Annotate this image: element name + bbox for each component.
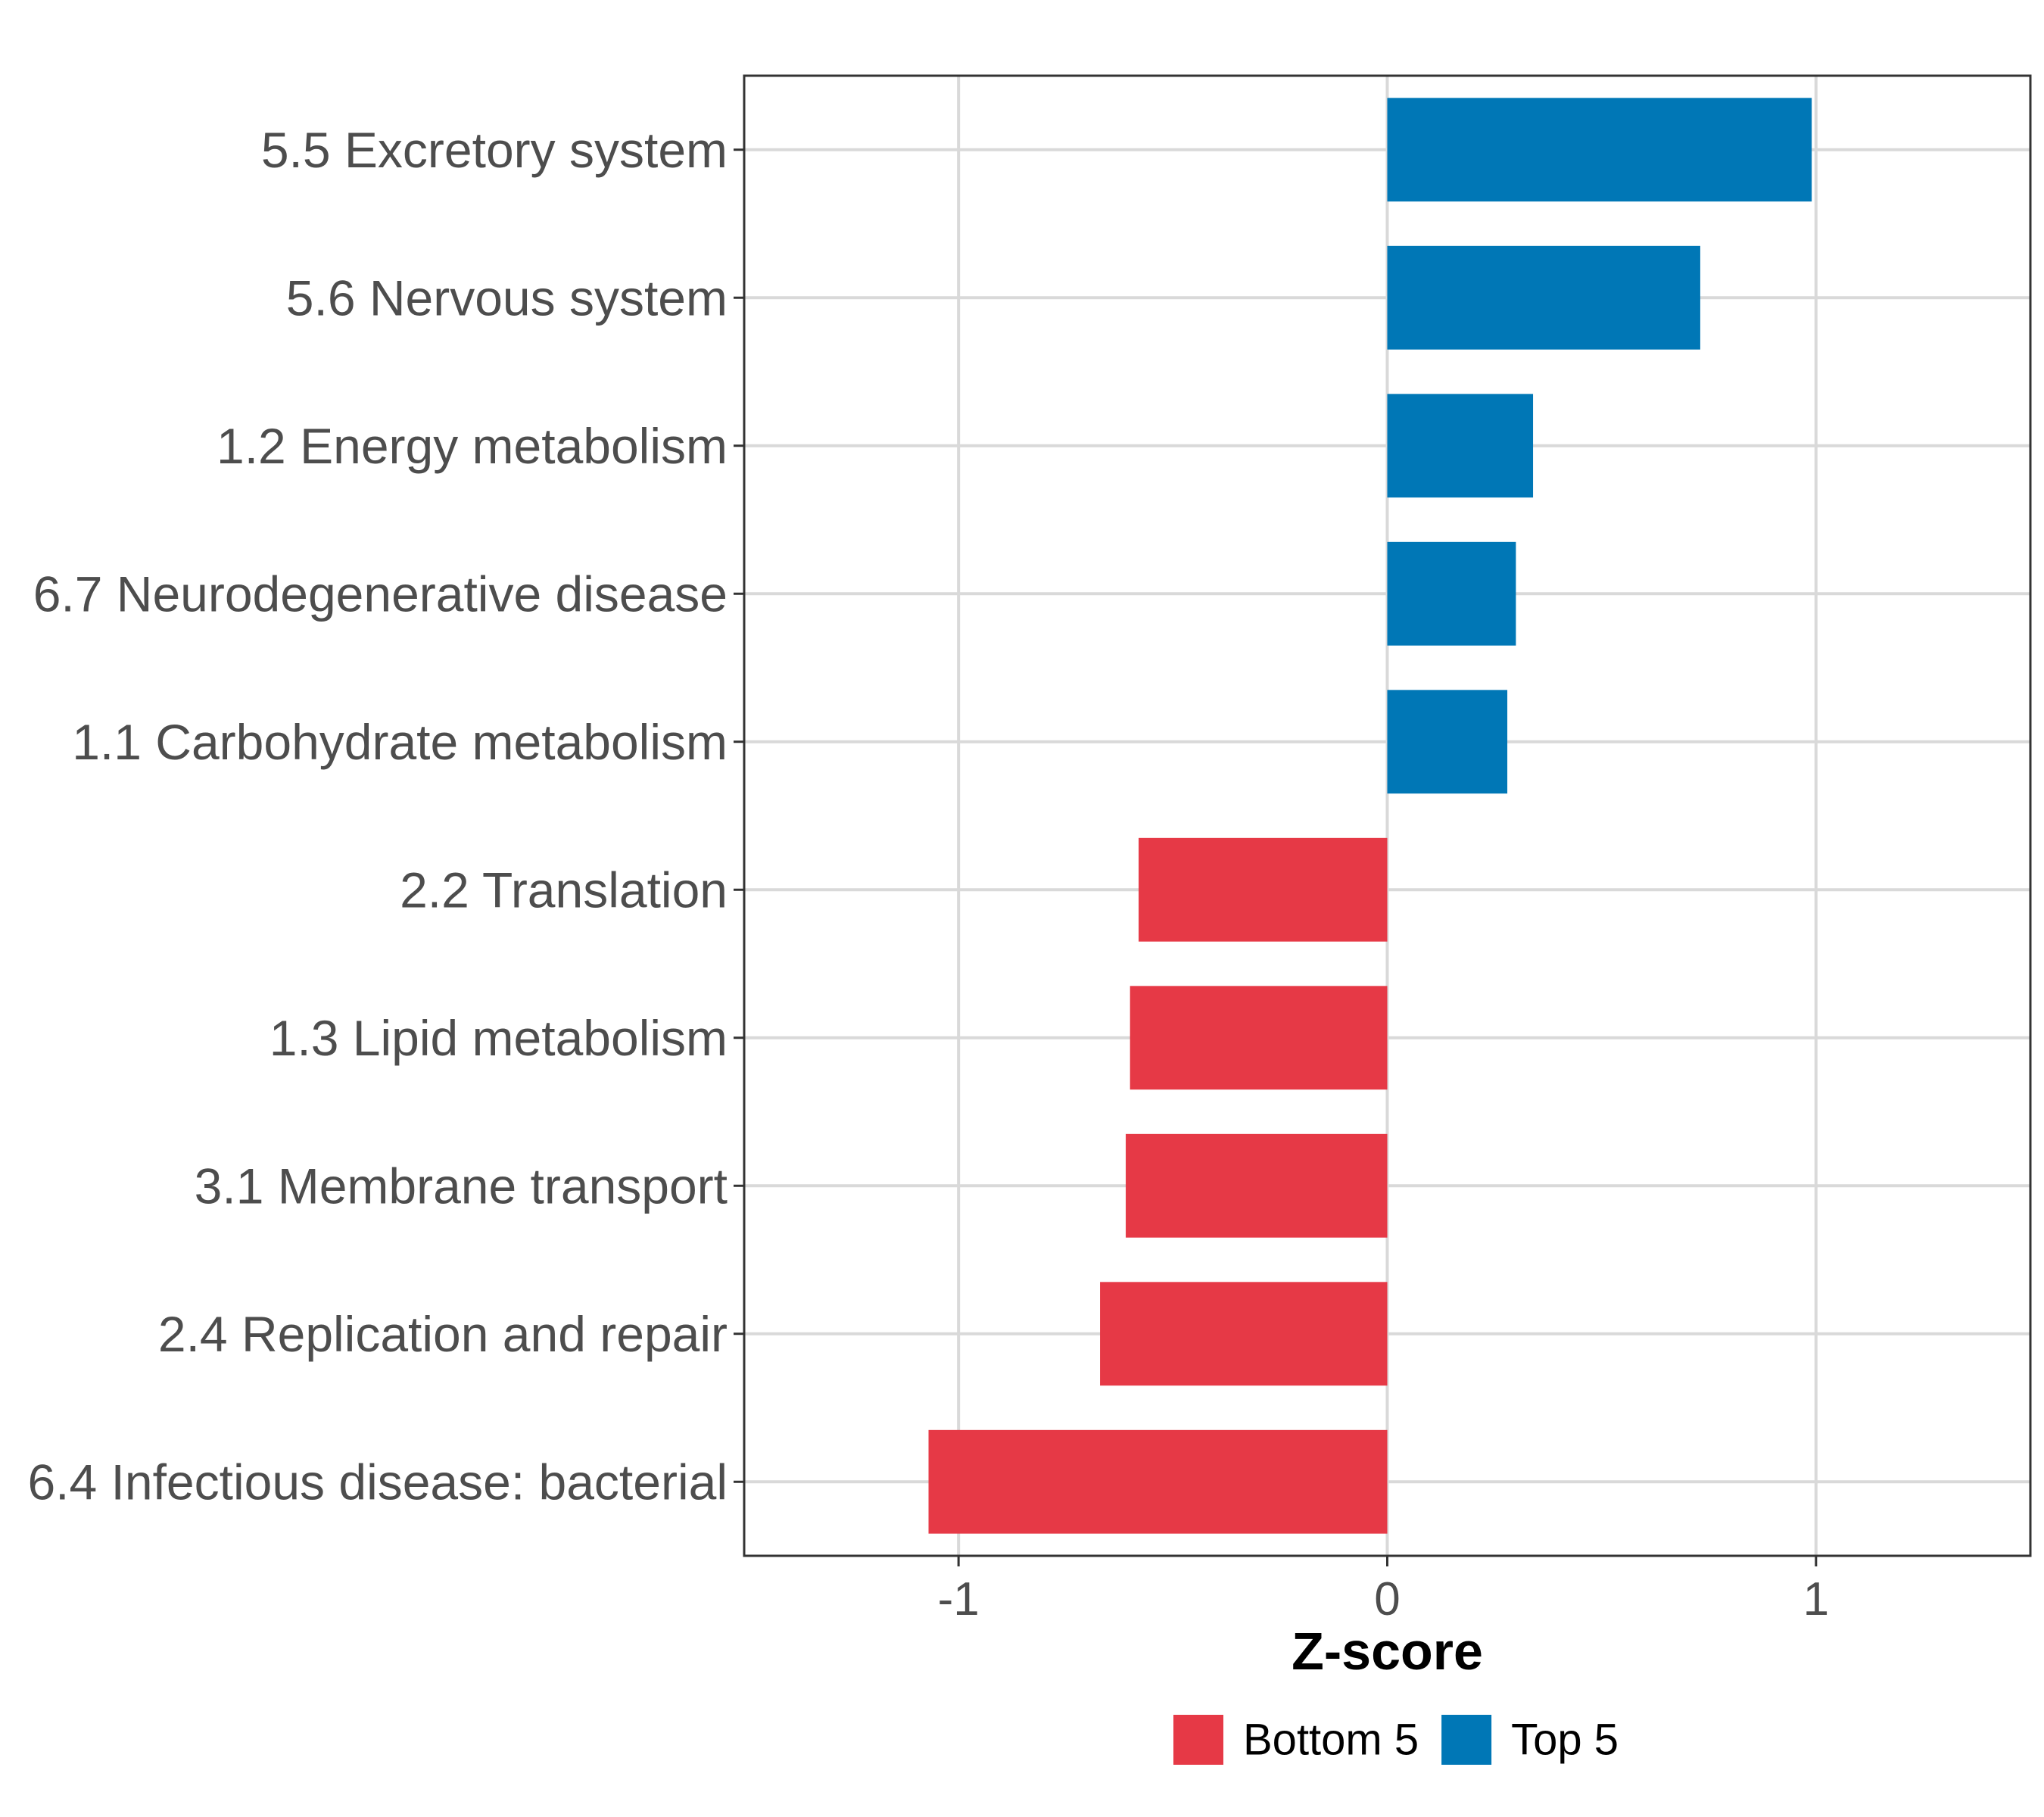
legend-swatch — [1173, 1715, 1223, 1765]
bar — [1387, 245, 1700, 350]
y-tick-label: 3.1 Membrane transport — [195, 1158, 728, 1214]
bar — [1126, 1133, 1388, 1238]
bar — [1387, 394, 1534, 498]
legend-label: Bottom 5 — [1243, 1716, 1419, 1765]
x-axis-title: Z-score — [1292, 1622, 1483, 1681]
bar — [928, 1429, 1388, 1534]
y-tick-label: 1.1 Carbohydrate metabolism — [72, 714, 728, 770]
y-tick-label: 6.7 Neurodegenerative disease — [33, 566, 728, 622]
legend: Bottom 5 Top 5 — [1173, 1715, 1619, 1765]
bar — [1139, 837, 1388, 942]
y-tick-label: 5.6 Nervous system — [286, 270, 728, 326]
legend-swatch — [1441, 1715, 1492, 1765]
x-tick-label: -1 — [938, 1573, 980, 1625]
bar-layer — [928, 98, 1812, 1534]
y-tick-label: 1.2 Energy metabolism — [217, 418, 728, 474]
bar — [1129, 986, 1388, 1090]
y-tick-label: 2.2 Translation — [400, 862, 728, 918]
y-tick-label: 1.3 Lipid metabolism — [270, 1010, 728, 1066]
bar — [1387, 98, 1812, 202]
y-axis: 5.5 Excretory system 5.6 Nervous system 1.… — [27, 122, 744, 1510]
legend-label: Top 5 — [1511, 1716, 1619, 1765]
bar — [1387, 690, 1508, 794]
bar — [1387, 541, 1516, 646]
x-tick-label: 1 — [1803, 1573, 1829, 1625]
bar — [1100, 1282, 1388, 1386]
y-tick-label: 5.5 Excretory system — [261, 122, 728, 178]
y-tick-label: 2.4 Replication and repair — [158, 1306, 728, 1362]
x-axis: -1 0 1 — [938, 1556, 1829, 1625]
y-tick-label: 6.4 Infectious disease: bacterial — [27, 1454, 728, 1510]
x-tick-label: 0 — [1374, 1573, 1400, 1625]
